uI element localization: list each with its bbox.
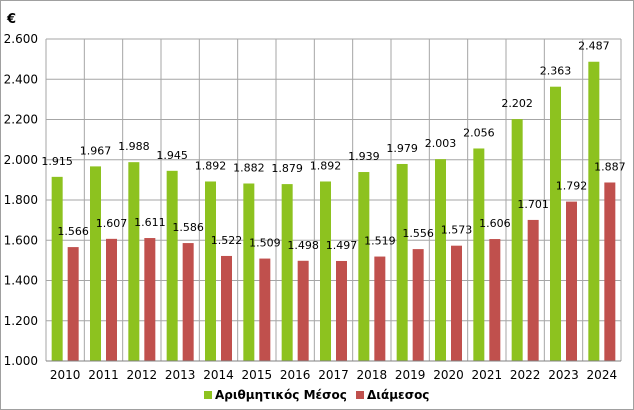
data-label-mean: 1.915 xyxy=(41,155,73,168)
x-tick-label: 2016 xyxy=(280,368,311,382)
data-label-median: 1.792 xyxy=(556,180,588,193)
bar-median xyxy=(221,255,232,361)
data-label-median: 1.509 xyxy=(249,237,281,250)
x-tick-label: 2024 xyxy=(587,368,618,382)
y-tick-label: 1.400 xyxy=(4,274,38,288)
data-labels: 1.915 1.566 1.967 1.607 1.988 1.611 1.945 1.586… xyxy=(41,40,625,252)
data-label-median: 1.606 xyxy=(479,217,511,230)
x-axis-ticks: 2010 2011 2012 2013 2014 2015 2016 2017 2018 2019… xyxy=(50,368,617,382)
data-label-median: 1.586 xyxy=(172,221,204,234)
data-label-median: 1.497 xyxy=(326,239,358,252)
bar-median xyxy=(527,219,539,361)
legend-swatch-median xyxy=(356,391,364,399)
bar-median xyxy=(259,258,271,361)
data-label-mean: 1.979 xyxy=(386,142,418,155)
y-tick-label: 2.200 xyxy=(4,113,38,127)
y-tick-label: 1.600 xyxy=(4,233,38,247)
bar-median xyxy=(67,247,79,361)
x-tick-label: 2023 xyxy=(548,368,579,382)
data-label-median: 1.519 xyxy=(364,235,396,248)
data-label-mean: 1.879 xyxy=(271,162,303,175)
bar-median xyxy=(566,201,577,361)
data-label-mean: 2.202 xyxy=(501,97,533,110)
bar-mean xyxy=(281,184,293,361)
data-label-mean: 1.988 xyxy=(118,140,150,153)
data-label-median: 1.887 xyxy=(594,160,626,173)
data-label-mean: 1.967 xyxy=(80,144,112,157)
x-tick-label: 2011 xyxy=(88,368,119,382)
y-tick-label: 2.000 xyxy=(4,153,38,167)
bar-mean xyxy=(550,86,561,361)
bar-median xyxy=(374,256,386,361)
bar-mean xyxy=(511,119,523,361)
data-label-median: 1.607 xyxy=(96,217,128,230)
data-label-mean: 1.892 xyxy=(195,159,227,172)
x-tick-label: 2018 xyxy=(357,368,388,382)
bar-mean xyxy=(473,148,485,361)
x-tick-label: 2012 xyxy=(127,368,158,382)
data-label-mean: 2.056 xyxy=(463,126,495,139)
x-tick-label: 2022 xyxy=(510,368,541,382)
x-tick-label: 2017 xyxy=(318,368,349,382)
data-label-median: 1.573 xyxy=(441,224,473,237)
data-label-median: 1.522 xyxy=(211,234,243,247)
data-label-mean: 2.487 xyxy=(578,40,610,53)
bar-mean xyxy=(358,172,370,361)
bar-median xyxy=(412,249,424,361)
x-tick-label: 2021 xyxy=(472,368,503,382)
bar-mean xyxy=(396,163,408,361)
legend-swatch-mean xyxy=(204,391,212,399)
x-tick-label: 2013 xyxy=(165,368,196,382)
data-label-mean: 1.945 xyxy=(156,149,188,162)
data-label-median: 1.566 xyxy=(57,225,89,238)
x-tick-label: 2020 xyxy=(433,368,464,382)
data-label-mean: 2.003 xyxy=(425,137,457,150)
y-tick-label: 1.000 xyxy=(4,354,38,368)
data-label-median: 1.556 xyxy=(402,227,434,240)
bar-median xyxy=(144,238,156,361)
bar-median xyxy=(182,243,194,361)
bar-median xyxy=(336,260,347,361)
bar-median xyxy=(604,182,616,361)
y-tick-label: 2.400 xyxy=(4,72,38,86)
legend-label-median: Διάμεσος xyxy=(367,388,429,402)
data-label-median: 1.498 xyxy=(287,239,319,252)
gridlines xyxy=(45,38,622,362)
data-label-mean: 1.939 xyxy=(348,150,380,163)
bar-mean xyxy=(435,159,446,361)
data-label-median: 1.611 xyxy=(134,216,166,229)
data-label-mean: 2.363 xyxy=(540,65,572,78)
bar-median xyxy=(106,238,117,361)
bar-mean xyxy=(243,183,255,361)
y-axis-ticks: 1.000 1.200 1.400 1.600 1.800 2.000 2.200 2.400… xyxy=(4,32,38,368)
bar-mean xyxy=(205,181,216,361)
y-tick-label: 2.600 xyxy=(4,32,38,46)
bar-mean xyxy=(90,166,101,361)
bar-mean xyxy=(320,181,331,361)
bar-mean xyxy=(51,176,63,361)
legend: Αριθμητικός Μέσος Διάμεσος xyxy=(204,388,429,402)
bar-mean xyxy=(166,170,178,361)
bar-mean xyxy=(128,162,140,361)
x-tick-label: 2015 xyxy=(242,368,273,382)
data-label-mean: 1.882 xyxy=(233,161,265,174)
bar-median xyxy=(297,260,309,361)
bar-median xyxy=(489,239,501,361)
x-tick-label: 2010 xyxy=(50,368,81,382)
y-tick-label: 1.800 xyxy=(4,193,38,207)
bars xyxy=(51,61,616,362)
bar-median xyxy=(451,245,462,361)
x-tick-label: 2014 xyxy=(203,368,234,382)
data-label-mean: 1.892 xyxy=(310,159,342,172)
y-tick-label: 1.200 xyxy=(4,314,38,328)
x-tick-label: 2019 xyxy=(395,368,426,382)
y-axis-unit-label: € xyxy=(6,12,16,27)
legend-label-mean: Αριθμητικός Μέσος xyxy=(215,388,347,402)
data-label-median: 1.701 xyxy=(517,198,549,211)
bar-mean xyxy=(588,61,600,362)
